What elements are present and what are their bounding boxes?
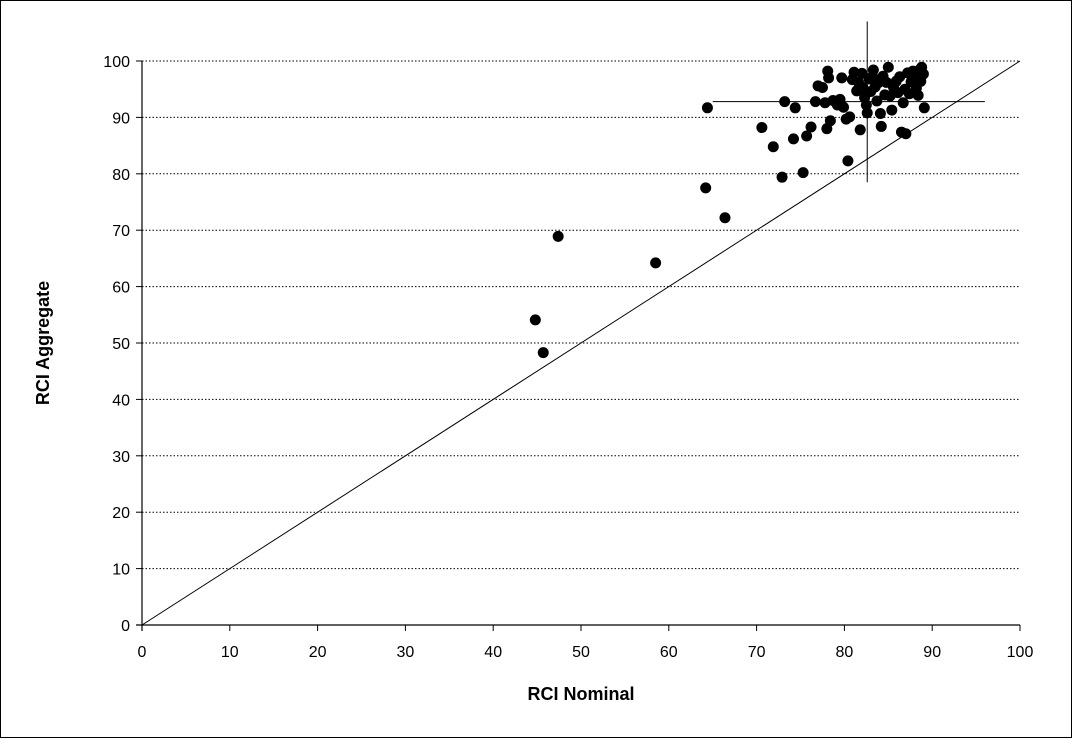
- data-point-0-23: [824, 115, 836, 127]
- x-tick-label-90: 90: [923, 644, 941, 661]
- data-point-0-7: [756, 122, 768, 134]
- x-tick-label-100: 100: [1007, 644, 1034, 661]
- data-point-0-22: [822, 65, 834, 77]
- y-tick-label-90: 90: [112, 110, 130, 127]
- crosshair-group: [712, 21, 985, 183]
- data-point-0-45: [867, 64, 879, 76]
- reference-line: [141, 60, 1021, 626]
- x-tick-label-0: 0: [138, 644, 147, 661]
- y-tick-label-10: 10: [112, 562, 130, 579]
- data-points: [529, 61, 930, 359]
- x-tick-label-30: 30: [397, 644, 415, 661]
- data-point-0-8: [767, 141, 779, 153]
- x-axis-title: RCI Nominal: [527, 684, 634, 704]
- data-point-0-15: [805, 121, 817, 133]
- data-point-0-5: [701, 102, 713, 114]
- y-axis-title: RCI Aggregate: [33, 281, 53, 405]
- y-tick-label-0: 0: [121, 618, 130, 635]
- data-point-0-11: [787, 133, 799, 145]
- data-point-0-1: [537, 347, 549, 359]
- x-tick-label-40: 40: [484, 644, 502, 661]
- data-point-0-71: [912, 89, 924, 101]
- data-point-0-18: [816, 82, 828, 94]
- x-tick-label-10: 10: [221, 644, 239, 661]
- y-tick-label-60: 60: [112, 280, 130, 297]
- data-point-0-75: [917, 68, 929, 80]
- data-point-0-64: [900, 128, 912, 140]
- axes: [136, 60, 1021, 631]
- data-point-0-6: [719, 212, 731, 224]
- reference-line-group: [141, 60, 1021, 626]
- data-point-0-4: [700, 182, 712, 194]
- y-tick-label-20: 20: [112, 505, 130, 522]
- data-point-0-36: [854, 124, 866, 136]
- data-point-0-56: [886, 104, 898, 116]
- data-point-0-31: [844, 111, 856, 123]
- data-point-0-13: [797, 167, 809, 179]
- y-tick-label-30: 30: [112, 449, 130, 466]
- data-point-0-62: [897, 97, 909, 109]
- data-point-0-47: [871, 95, 883, 107]
- y-tick-label-80: 80: [112, 167, 130, 184]
- y-tick-label-40: 40: [112, 392, 130, 409]
- data-point-0-0: [529, 314, 541, 326]
- x-tick-label-80: 80: [836, 644, 854, 661]
- data-point-0-14: [801, 130, 813, 142]
- x-tick-label-70: 70: [748, 644, 766, 661]
- data-point-0-30: [842, 155, 854, 167]
- data-point-0-28: [838, 101, 850, 113]
- data-point-0-76: [918, 102, 930, 114]
- data-point-0-49: [874, 107, 886, 119]
- data-point-0-9: [776, 171, 788, 183]
- data-point-0-12: [789, 102, 801, 114]
- y-tick-label-70: 70: [112, 223, 130, 240]
- x-tick-label-50: 50: [572, 644, 590, 661]
- data-point-0-54: [882, 61, 894, 73]
- y-tick-label-50: 50: [112, 336, 130, 353]
- data-point-0-2: [552, 230, 564, 242]
- data-point-0-27: [836, 72, 848, 84]
- y-tick-label-100: 100: [103, 54, 130, 71]
- x-tick-label-60: 60: [660, 644, 678, 661]
- data-point-0-50: [875, 120, 887, 132]
- tick-labels: 0 10 20 30 40 50 60 70 80 90 100 0 10 20 30 40 50 60 70 80 9…: [103, 54, 1033, 661]
- gridlines: [142, 60, 1020, 570]
- x-tick-label-20: 20: [309, 644, 327, 661]
- data-point-0-3: [650, 257, 662, 269]
